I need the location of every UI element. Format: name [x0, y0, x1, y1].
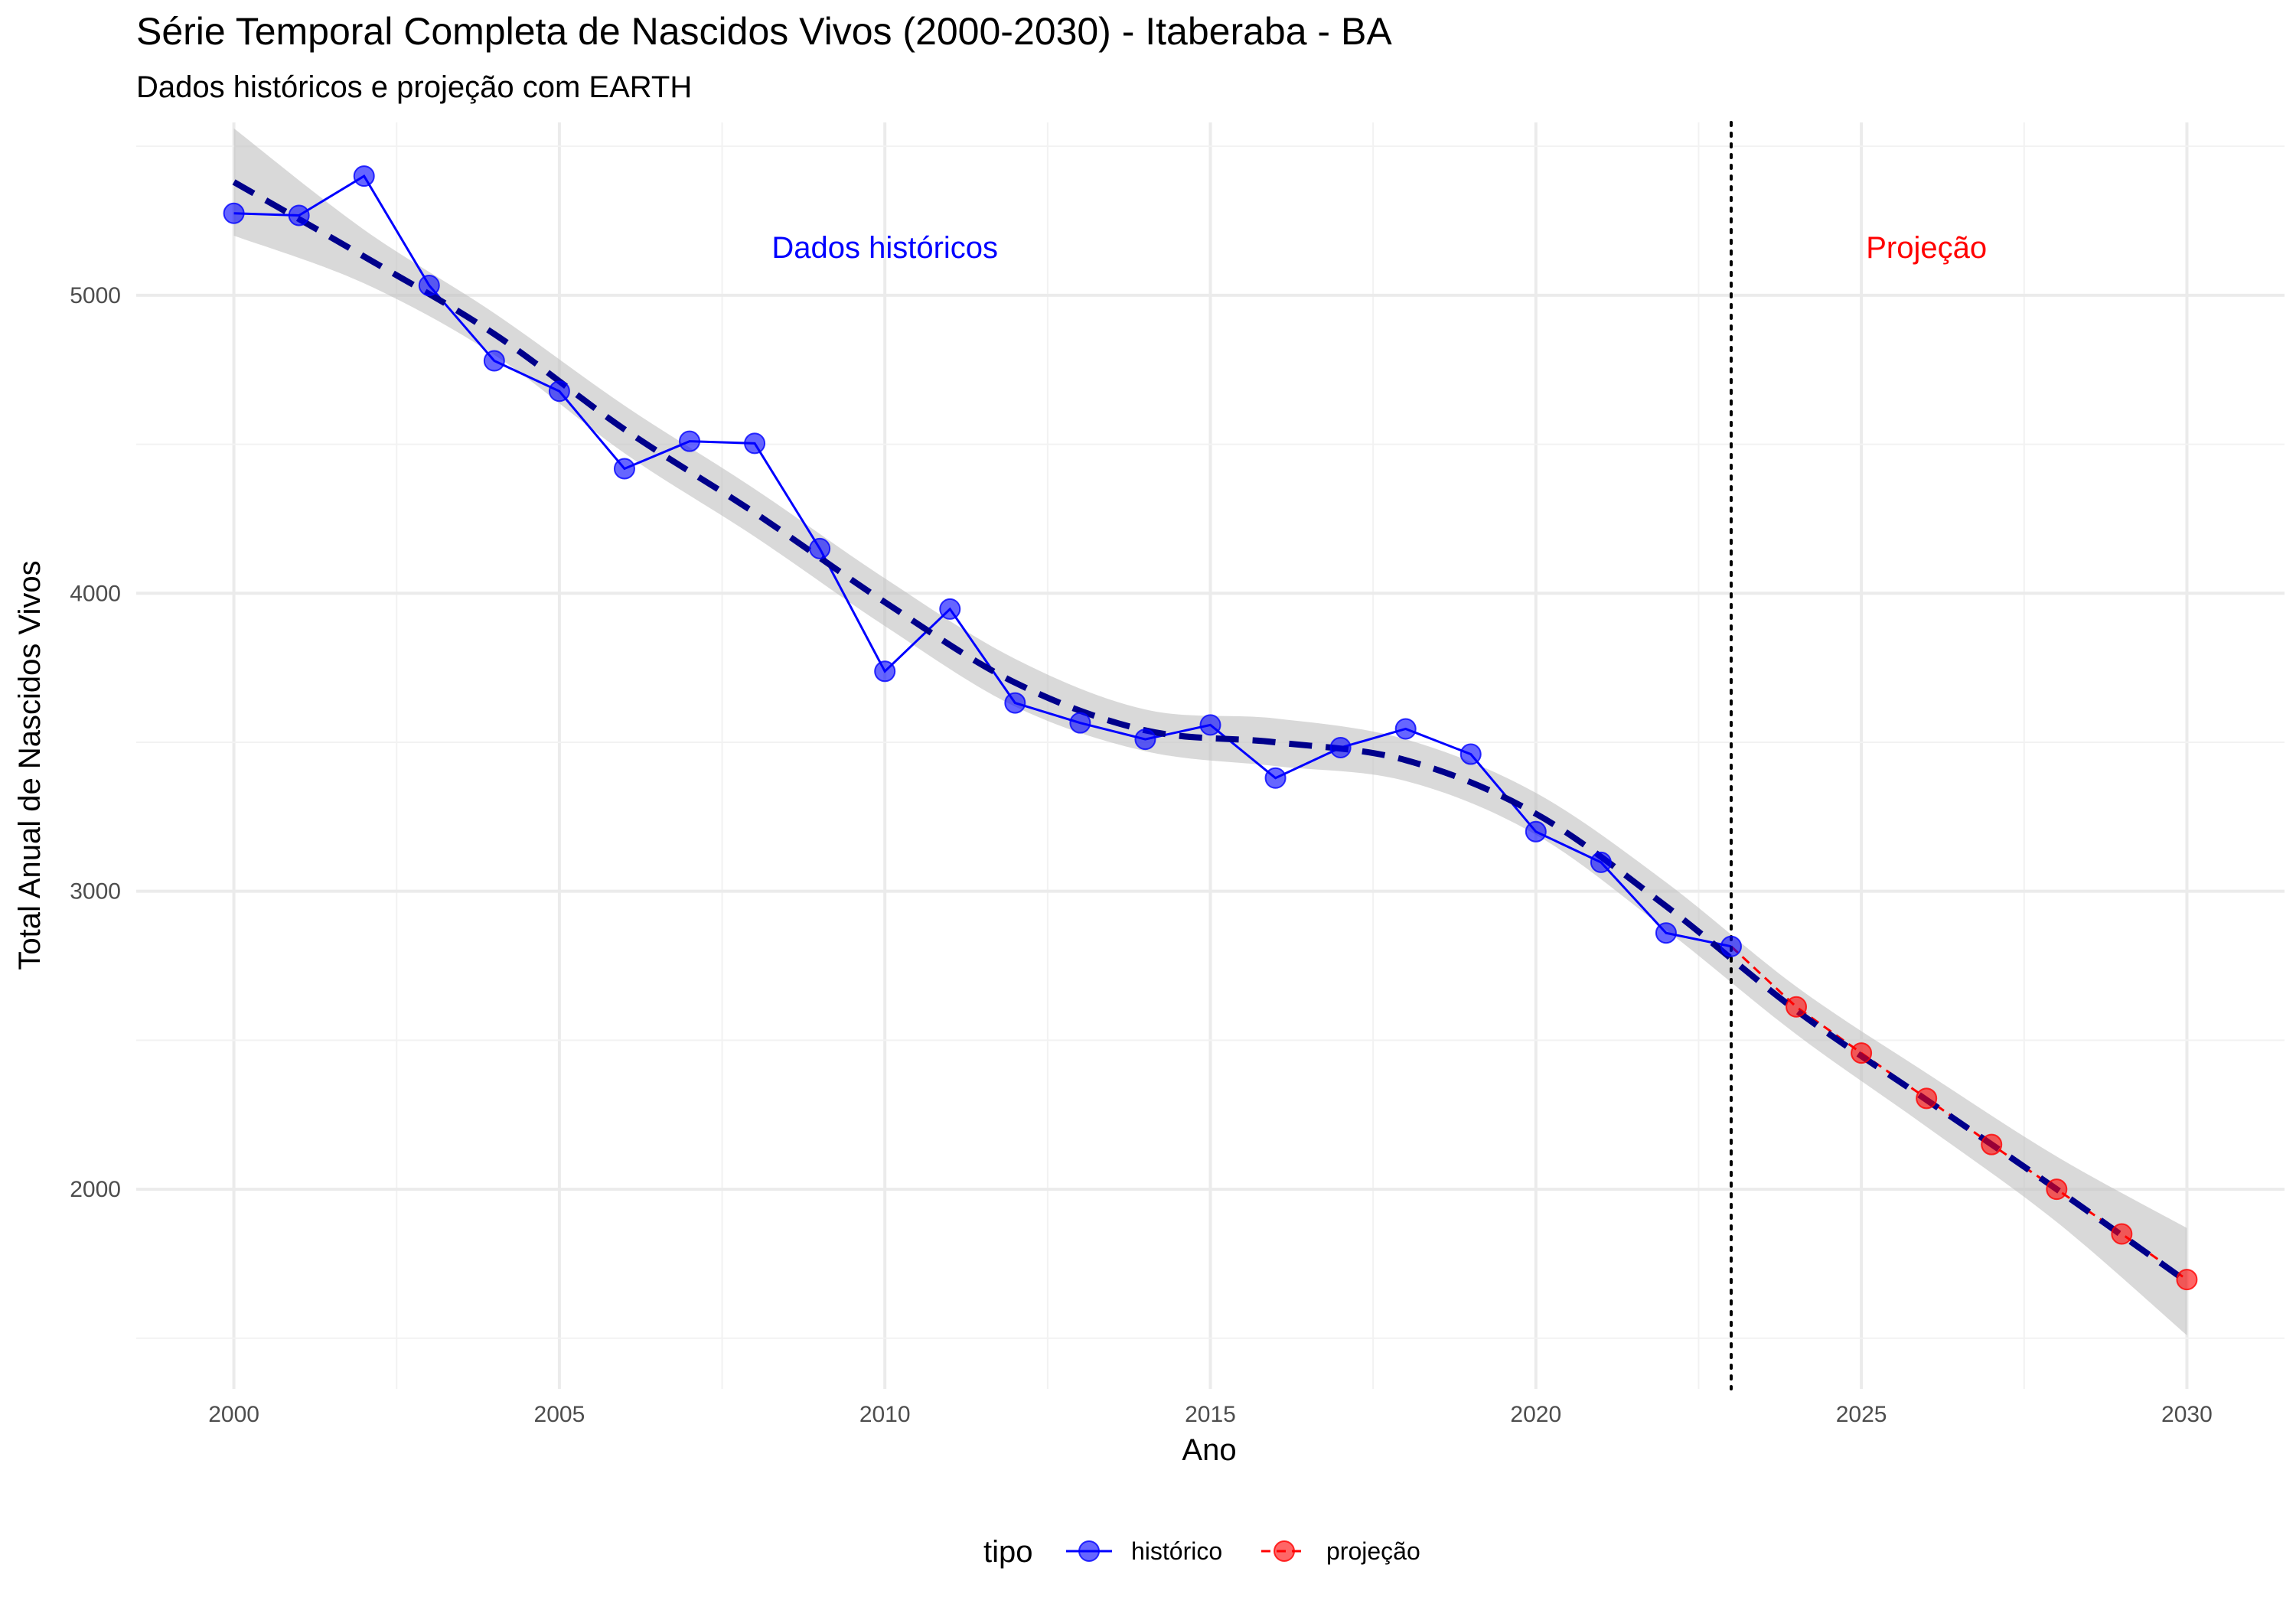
y-axis-ticks: 2000 3000 4000 5000	[70, 283, 121, 1202]
data-point	[613, 458, 635, 480]
data-point	[679, 430, 701, 452]
legend-key-point	[1274, 1540, 1295, 1562]
chart-title: Série Temporal Completa de Nascidos Vivo…	[136, 10, 1392, 53]
data-point	[418, 275, 440, 297]
legend-label: histórico	[1131, 1537, 1222, 1565]
x-axis-ticks: 2000 2005 2010 2015 2020 2025 2030	[208, 1402, 2213, 1427]
legend-label: projeção	[1326, 1537, 1420, 1565]
data-point	[2111, 1223, 2133, 1245]
y-tick-label: 4000	[70, 581, 121, 606]
x-tick-label: 2020	[1510, 1402, 1561, 1427]
x-tick-label: 2005	[534, 1402, 585, 1427]
annotation-label: Dados históricos	[771, 231, 998, 265]
data-point	[874, 660, 896, 683]
data-point	[1916, 1087, 1938, 1110]
data-point	[1394, 718, 1417, 740]
data-points	[223, 165, 2198, 1291]
data-point	[1655, 922, 1677, 944]
x-tick-label: 2030	[2161, 1402, 2213, 1427]
x-axis-title: Ano	[1182, 1433, 1236, 1467]
data-point	[1004, 692, 1026, 714]
series-line-histórico	[233, 174, 1732, 948]
x-tick-label: 2025	[1836, 1402, 1887, 1427]
data-point	[939, 598, 961, 620]
data-point	[744, 432, 766, 455]
x-tick-label: 2000	[208, 1402, 259, 1427]
data-point	[1590, 851, 1612, 873]
data-point	[353, 165, 375, 187]
legend: tipo histórico projeção	[983, 1535, 1420, 1569]
data-point	[1329, 736, 1352, 758]
legend-key-point	[1078, 1540, 1100, 1562]
annotation-label: Projeção	[1866, 231, 1987, 265]
y-tick-label: 3000	[70, 879, 121, 905]
data-point	[1459, 743, 1482, 765]
annotations: Dados históricos Projeção	[771, 231, 1987, 265]
data-point	[809, 537, 831, 559]
data-point	[223, 202, 245, 224]
y-tick-label: 5000	[70, 283, 121, 308]
legend-title: tipo	[983, 1535, 1033, 1569]
data-point	[1264, 767, 1287, 789]
data-point	[548, 380, 570, 403]
data-point	[1199, 714, 1221, 736]
data-point	[288, 204, 310, 227]
x-tick-label: 2010	[859, 1402, 911, 1427]
data-point	[1134, 729, 1156, 751]
data-point	[1525, 820, 1547, 843]
x-tick-label: 2015	[1185, 1402, 1236, 1427]
grid	[136, 122, 2285, 1389]
data-point	[1851, 1042, 1873, 1064]
data-point	[483, 350, 505, 372]
series-lines	[233, 174, 2188, 1281]
data-point	[1720, 935, 1742, 957]
data-point	[2046, 1178, 2068, 1201]
chart-subtitle: Dados históricos e projeção com EARTH	[136, 70, 692, 104]
data-point	[1981, 1133, 2003, 1156]
data-point	[2176, 1269, 2198, 1291]
y-tick-label: 2000	[70, 1177, 121, 1202]
y-axis-title: Total Anual de Nascidos Vivos	[13, 560, 47, 970]
data-point	[1786, 996, 1808, 1018]
data-point	[1069, 712, 1091, 734]
